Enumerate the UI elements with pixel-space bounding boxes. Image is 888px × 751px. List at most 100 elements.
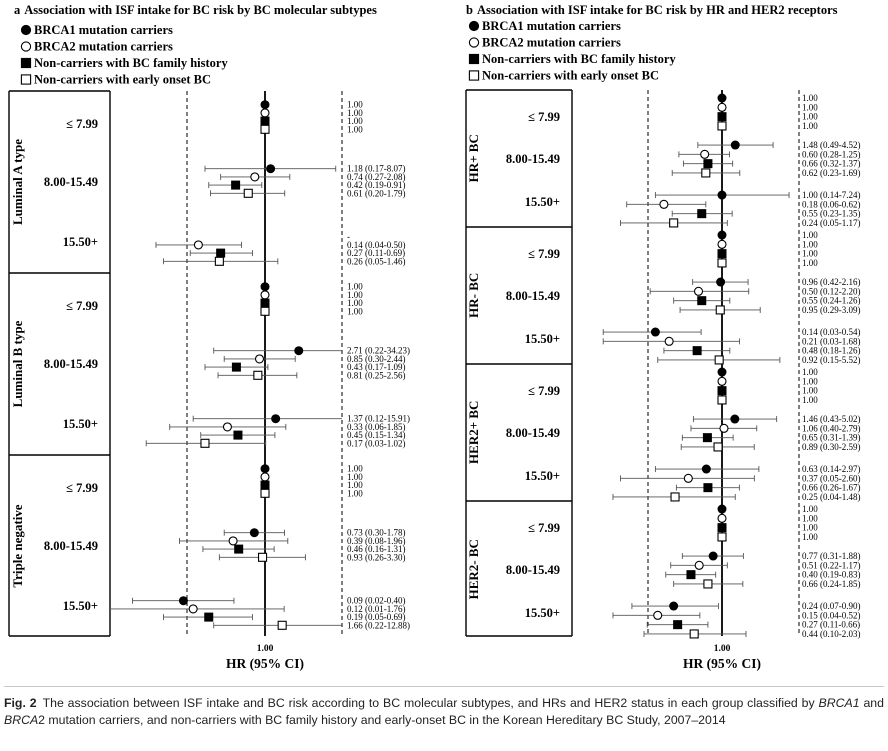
category-label: 15.50+	[525, 469, 560, 483]
hr-value-text: 0.17 (0.03-1.02)	[347, 438, 406, 448]
hr-point-open-square	[717, 121, 727, 131]
hr-point-open-circle	[659, 199, 669, 209]
hr-value-text: 1.18 (0.17-8.07)	[347, 164, 406, 174]
hr-point-open-circle	[717, 513, 727, 523]
caption-segment: BRCA1	[818, 696, 860, 710]
caption-segment: 2 mutation carriers, and non-carriers wi…	[38, 713, 726, 727]
hr-value-text: 0.40 (0.19-0.83)	[802, 570, 861, 580]
category-label: ≤ 7.99	[528, 247, 560, 261]
caption-segment: and	[859, 696, 884, 710]
hr-point-open-circle	[694, 560, 704, 570]
hr-point-open-circle	[260, 108, 270, 118]
legend-marker-open-circle	[468, 37, 480, 48]
hr-value-text: 1.00	[347, 472, 363, 482]
hr-point-filled-circle	[669, 601, 679, 611]
hr-value-text: 0.66 (0.24-1.85)	[802, 579, 861, 589]
hr-point-filled-square	[260, 480, 270, 490]
hr-value-text: 0.74 (0.27-2.08)	[347, 172, 406, 182]
hr-point-open-circle	[188, 604, 198, 614]
hr-value-text: 0.24 (0.07-0.90)	[802, 601, 861, 611]
hr-point-filled-circle	[271, 414, 281, 424]
hr-point-filled-circle	[260, 464, 270, 474]
hr-point-filled-circle	[294, 346, 304, 356]
hr-point-filled-circle	[716, 277, 726, 287]
hr-point-open-circle	[260, 472, 270, 482]
x-tick-label: 1.00	[257, 644, 274, 654]
hr-value-text: 1.00	[802, 523, 818, 533]
legend-marker-filled-circle	[468, 20, 480, 32]
category-label: 8.00-15.49	[44, 539, 98, 553]
hr-value-text: 1.00	[802, 376, 818, 386]
category-label: 15.50+	[63, 599, 98, 613]
hr-value-text: 1.00	[802, 102, 818, 112]
hr-point-filled-circle	[717, 190, 727, 200]
category-label: 15.50+	[63, 235, 98, 249]
legend-marker-filled-square	[468, 53, 480, 65]
hr-value-text: 0.39 (0.08-1.96)	[347, 536, 406, 546]
hr-value-text: 0.77 (0.31-1.88)	[802, 551, 861, 561]
hr-point-open-square	[243, 188, 253, 198]
forest-plot-figure: a Association with ISF intake for BC risk…	[8, 3, 861, 671]
legend-label: BRCA1 mutation carriers	[34, 23, 173, 37]
hr-point-open-square	[670, 492, 680, 502]
hr-value-text: 0.46 (0.16-1.31)	[347, 544, 406, 554]
hr-value-text: 0.26 (0.05-1.46)	[347, 256, 406, 266]
hr-value-text: 1.00	[347, 116, 363, 126]
hr-point-filled-circle	[708, 551, 718, 561]
hr-value-text: 1.00	[802, 258, 818, 268]
hr-value-text: 0.61 (0.20-1.79)	[347, 188, 406, 198]
legend-label: Non-carriers with BC family history	[482, 52, 676, 66]
hr-value-text: 0.50 (0.12-2.20)	[802, 286, 861, 296]
hr-point-filled-circle	[730, 140, 740, 150]
hr-point-filled-circle	[717, 504, 727, 514]
hr-value-text: 0.12 (0.01-1.76)	[347, 604, 406, 614]
hr-value-text: 1.00	[802, 395, 818, 405]
hr-point-filled-circle	[701, 464, 711, 474]
panel-b: b Association with ISF intake for BC risk…	[465, 3, 861, 671]
hr-point-filled-square	[702, 433, 712, 443]
legend-label: BRCA1 mutation carriers	[482, 19, 621, 33]
hr-point-filled-square	[717, 112, 727, 122]
hr-point-open-square	[200, 438, 210, 448]
category-label: 8.00-15.49	[506, 152, 560, 166]
hr-value-text: 1.00	[347, 488, 363, 498]
hr-point-open-square	[260, 488, 270, 498]
hr-point-filled-square	[673, 620, 683, 630]
hr-point-filled-circle	[717, 367, 727, 377]
hr-point-filled-square	[703, 159, 713, 169]
hr-value-text: 0.55 (0.24-1.26)	[802, 296, 861, 306]
category-label: ≤ 7.99	[528, 110, 560, 124]
hr-point-open-square	[257, 552, 268, 562]
hr-point-filled-circle	[717, 230, 727, 240]
hr-point-filled-square	[703, 483, 713, 493]
figure-label: Fig. 2	[4, 696, 37, 710]
hr-point-open-circle	[250, 172, 260, 182]
hr-value-text: 0.55 (0.23-1.35)	[802, 209, 861, 219]
hr-point-open-circle	[683, 473, 693, 483]
category-label: 8.00-15.49	[506, 426, 560, 440]
caption-segment: BRCA	[4, 713, 39, 727]
category-label: ≤ 7.99	[528, 384, 560, 398]
hr-point-open-circle	[193, 240, 203, 250]
group-label: HR- BC	[466, 273, 481, 318]
hr-value-text: 0.73 (0.30-1.78)	[347, 528, 406, 538]
hr-value-text: 0.81 (0.25-2.56)	[347, 370, 406, 380]
hr-value-text: 0.19 (0.05-0.69)	[347, 612, 406, 622]
hr-point-filled-circle	[730, 414, 740, 424]
hr-value-text: 1.00	[347, 480, 363, 490]
hr-value-text: 0.25 (0.04-1.48)	[802, 492, 861, 502]
hr-point-open-square	[703, 579, 713, 589]
group-label: HER2- BC	[466, 539, 481, 599]
hr-value-text: 1.66 (0.22-12.88)	[347, 620, 410, 630]
hr-point-open-circle	[222, 422, 232, 432]
hr-value-text: 2.71 (0.22-34.23)	[347, 346, 410, 356]
hr-value-text: 1.00	[347, 282, 363, 292]
hr-value-text: 0.62 (0.23-1.69)	[802, 168, 861, 178]
x-axis-title: HR (95% CI)	[226, 656, 304, 671]
panel-title-text: Association with ISF intake for BC risk …	[24, 3, 377, 17]
hr-point-filled-circle	[650, 327, 660, 337]
panel-letter: a	[14, 3, 21, 17]
hr-value-text: 1.00	[802, 513, 818, 523]
hr-value-text: 1.00	[802, 532, 818, 542]
hr-value-text: 0.95 (0.29-3.09)	[802, 305, 861, 315]
